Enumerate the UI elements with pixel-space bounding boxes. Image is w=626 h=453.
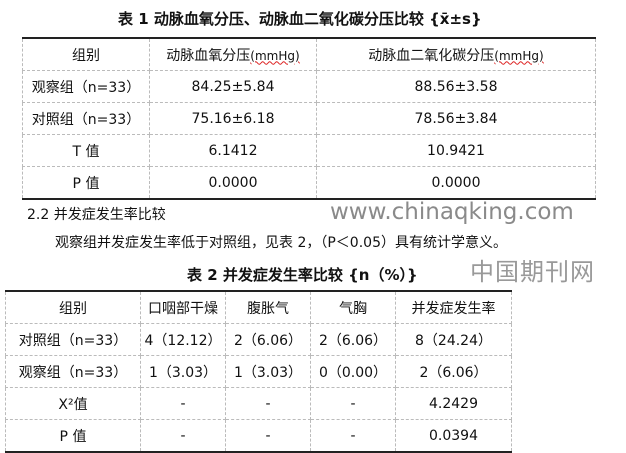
header-cell: 口咽部干燥 (140, 290, 226, 324)
table1-title: 表 1 动脉血氧分压、动脉血二氧化碳分压比较 {x̄±s} (118, 10, 482, 28)
cell: X²值 (5, 387, 141, 420)
cell: 8（24.24） (395, 323, 512, 356)
cell: 2（6.06） (225, 323, 311, 356)
header-cell: 组别 (5, 290, 141, 324)
cell: - (225, 419, 311, 453)
table-row: P 值 - - -0.0394 (5, 419, 512, 453)
header-cell: 动脉血氧分压(mmHg) (149, 37, 317, 71)
paragraph: 观察组并发症发生率低于对照组，见表 2，（P＜0.05）具有统计学意义。 (55, 235, 507, 251)
header-cell: 腹胀气 (225, 290, 311, 324)
table-header-row: 组别 动脉血氧分压(mmHg) 动脉血二氧化碳分压(mmHg) (22, 37, 596, 71)
cell: 10.9421 (316, 134, 596, 167)
table-row: X²值 - - -4.2429 (5, 387, 512, 420)
cell: 78.56±3.84 (316, 102, 596, 135)
cell: - (140, 387, 226, 420)
table2: 组别 口咽部干燥 腹胀气 气胸 并发症发生率 对照组（n=33） 4（12.12）… (5, 290, 512, 453)
cell: - (310, 419, 396, 453)
cell: 84.25±5.84 (149, 70, 317, 103)
cell: 4.2429 (395, 387, 512, 420)
cell: 4（12.12） (140, 323, 226, 356)
header-label: 动脉血氧分压 (166, 47, 251, 64)
cell: 88.56±3.58 (316, 70, 596, 103)
cell: 0.0000 (316, 166, 596, 200)
watermark-url: www.chinaqking.com (330, 199, 574, 225)
cell: 1（3.03） (225, 355, 311, 388)
cell: 2（6.06） (310, 323, 396, 356)
table-row: 观察组（n=33） 84.25±5.84 88.56±3.58 (22, 70, 596, 103)
table-header-row: 组别 口咽部干燥 腹胀气 气胸 并发症发生率 (5, 290, 512, 324)
table-row: 对照组（n=33） 4（12.12） 2（6.06） 2（6.06） 8（24.24） (5, 323, 512, 356)
watermark-cn: 中国期刊网 (470, 258, 595, 286)
table-row: P 值 0.0000 0.0000 (22, 166, 596, 200)
header-cell: 并发症发生率 (395, 290, 512, 324)
cell: 6.1412 (149, 134, 317, 167)
cell: P 值 (5, 419, 141, 453)
unit: (mmHg) (250, 48, 300, 63)
table2-title: 表 2 并发症发生率比较 {n（%）} (187, 266, 418, 284)
header-cell: 气胸 (310, 290, 396, 324)
section-heading: 2.2 并发症发生率比较 (27, 207, 166, 223)
cell: 观察组（n=33） (22, 70, 150, 103)
header-cell: 组别 (22, 37, 150, 71)
cell: 对照组（n=33） (5, 323, 141, 356)
header-cell: 动脉血二氧化碳分压(mmHg) (316, 37, 596, 71)
cell: 0.0394 (395, 419, 512, 453)
cell: T 值 (22, 134, 150, 167)
cell: 0.0000 (149, 166, 317, 200)
table-row: T 值 6.1412 10.9421 (22, 134, 596, 167)
cell: 1（3.03） (140, 355, 226, 388)
cell: - (140, 419, 226, 453)
cell: P 值 (22, 166, 150, 200)
cell: 2（6.06） (395, 355, 512, 388)
cell: - (225, 387, 311, 420)
header-label: 动脉血二氧化碳分压 (368, 47, 495, 64)
cell: 观察组（n=33） (5, 355, 141, 388)
cell: 75.16±6.18 (149, 102, 317, 135)
cell: 对照组（n=33） (22, 102, 150, 135)
cell: 0（0.00） (310, 355, 396, 388)
unit: (mmHg) (494, 48, 544, 63)
table1: 组别 动脉血氧分压(mmHg) 动脉血二氧化碳分压(mmHg) 观察组（n=33… (22, 37, 596, 200)
table-row: 对照组（n=33） 75.16±6.18 78.56±3.84 (22, 102, 596, 135)
cell: - (310, 387, 396, 420)
table-row: 观察组（n=33） 1（3.03） 1（3.03） 0（0.00） 2（6.06） (5, 355, 512, 388)
